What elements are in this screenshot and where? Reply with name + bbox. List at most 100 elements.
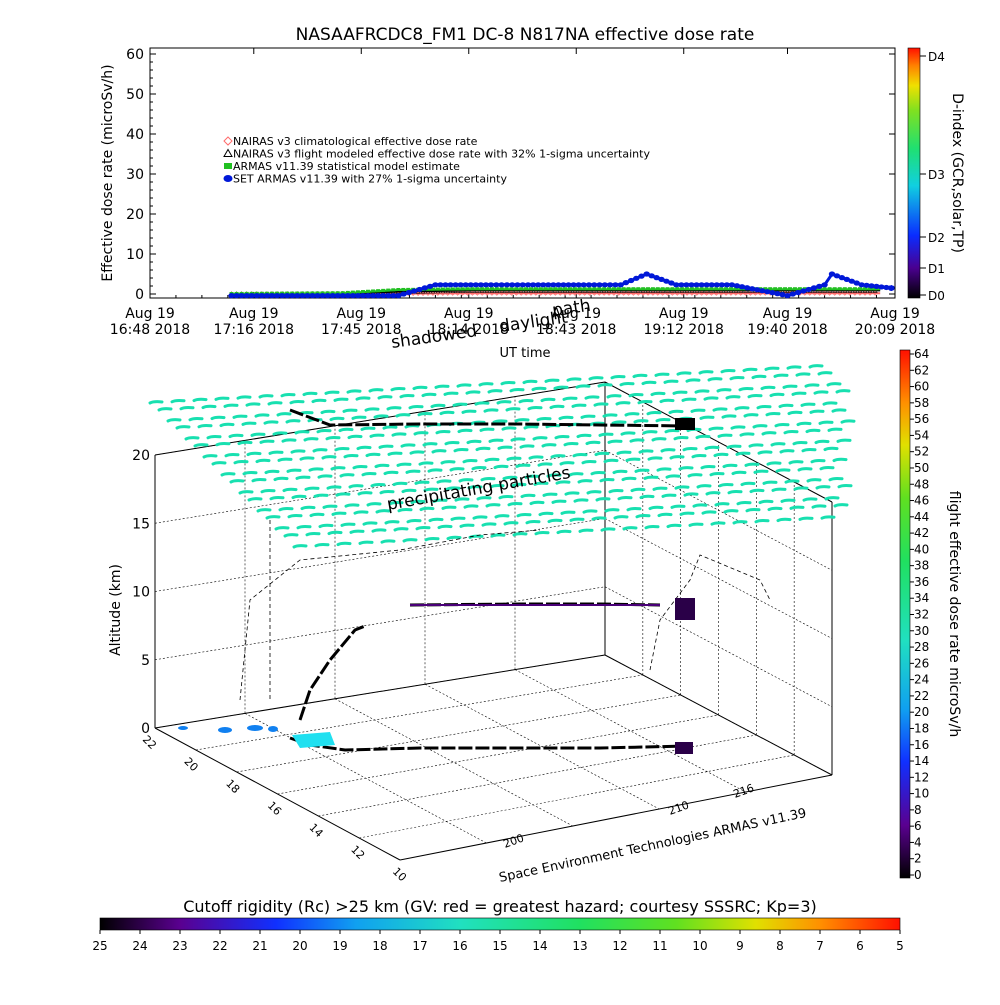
series-point <box>789 291 797 297</box>
series-point <box>479 287 485 293</box>
top-x-tick-label: 20:09 2018 <box>855 322 935 338</box>
series-point <box>568 287 573 291</box>
particle-dash <box>660 448 676 453</box>
particle-dash <box>747 393 763 399</box>
legend-label: SET ARMAS v11.39 with 27% 1-sigma uncert… <box>233 173 507 186</box>
top-y-tick-label: 40 <box>126 127 144 143</box>
series-point <box>489 287 495 293</box>
particle-dash <box>734 406 750 411</box>
series-point <box>883 284 890 291</box>
series-point <box>325 291 330 295</box>
particle-dash <box>311 398 327 404</box>
particle-dash <box>428 517 444 523</box>
series-point <box>743 285 751 291</box>
particle-dash <box>290 449 306 454</box>
particle-dash <box>837 483 853 489</box>
series-point <box>827 287 832 291</box>
particle-dash <box>826 382 842 387</box>
particle-dash <box>591 516 607 521</box>
particle-dash <box>475 446 491 452</box>
particle-dash <box>814 439 830 445</box>
legend-marker <box>223 148 233 157</box>
particle-dash <box>343 453 359 459</box>
particle-dash <box>339 473 355 478</box>
particle-dash <box>632 373 648 379</box>
particle-dash <box>396 462 412 467</box>
top-y-axis-label: Effective dose rate (microSv/h) <box>100 64 116 281</box>
top-y-tick-label: 30 <box>126 167 144 183</box>
particle-dash <box>463 504 479 509</box>
series-point <box>489 287 494 291</box>
particle-dash <box>555 480 571 485</box>
particle-dash <box>670 504 686 509</box>
particle-dash <box>593 402 609 407</box>
particle-dash <box>388 500 404 506</box>
particle-dash <box>402 538 418 543</box>
particle-dash <box>705 491 721 496</box>
particle-dash <box>730 425 746 430</box>
particle-dash <box>418 461 434 466</box>
series-point <box>238 293 245 299</box>
particle-dash <box>751 374 767 380</box>
series-point <box>567 287 573 293</box>
particle-dash <box>314 542 330 548</box>
rigidity-axis-label: 18 <box>223 777 242 796</box>
particle-dash <box>485 503 501 508</box>
particle-dash <box>663 379 679 384</box>
series-point <box>728 282 736 288</box>
particle-dash <box>461 409 477 414</box>
rigidity-tick-label: 5 <box>896 939 904 953</box>
series-point <box>709 287 714 291</box>
particle-dash <box>676 371 692 376</box>
dose-tick-label: 8 <box>914 803 922 817</box>
particle-dash <box>611 420 627 425</box>
series-point <box>842 287 848 293</box>
series-point <box>508 287 514 293</box>
particle-dash <box>410 499 426 505</box>
series-point <box>396 288 401 291</box>
flight-projection <box>239 529 541 701</box>
particle-dash <box>492 419 508 424</box>
particle-dash <box>264 469 280 475</box>
particle-dash <box>241 421 257 426</box>
series-point <box>425 288 431 294</box>
series-point <box>570 282 577 288</box>
particle-dash <box>382 425 398 430</box>
top-y-tick-label: 60 <box>126 47 144 63</box>
series-point <box>636 287 641 291</box>
series-point <box>334 293 341 299</box>
series-point <box>499 287 505 293</box>
series-point <box>430 288 436 294</box>
particle-dash <box>312 448 328 453</box>
series-point <box>455 287 461 293</box>
dose-tick-label: 36 <box>914 575 929 589</box>
particle-dash <box>537 462 553 467</box>
particle-dash <box>267 401 283 406</box>
particle-dash <box>672 390 688 395</box>
particle-dash <box>780 498 796 503</box>
series-point <box>499 287 504 291</box>
particle-dash <box>148 400 164 405</box>
flight-segment <box>298 624 366 721</box>
series-point <box>575 282 582 288</box>
particle-dash <box>655 417 671 423</box>
series-point <box>577 287 583 293</box>
particle-dash <box>532 436 548 441</box>
series-point <box>800 288 807 294</box>
particle-dash <box>456 383 472 388</box>
series-point <box>626 287 632 293</box>
particle-dash <box>280 392 296 398</box>
particle-dash <box>316 428 332 434</box>
particle-dash <box>657 512 673 518</box>
particle-dash <box>470 420 486 425</box>
series-point <box>708 282 715 288</box>
series-point <box>596 287 602 293</box>
series-point <box>504 287 509 291</box>
particle-dash <box>598 432 614 437</box>
particle-dash <box>770 442 786 447</box>
rigidity-tick-label: 7 <box>816 939 824 953</box>
particle-dash <box>334 446 350 452</box>
series-point <box>543 287 549 293</box>
series-point <box>655 287 660 291</box>
altitude-tick-label: 10 <box>132 585 150 601</box>
